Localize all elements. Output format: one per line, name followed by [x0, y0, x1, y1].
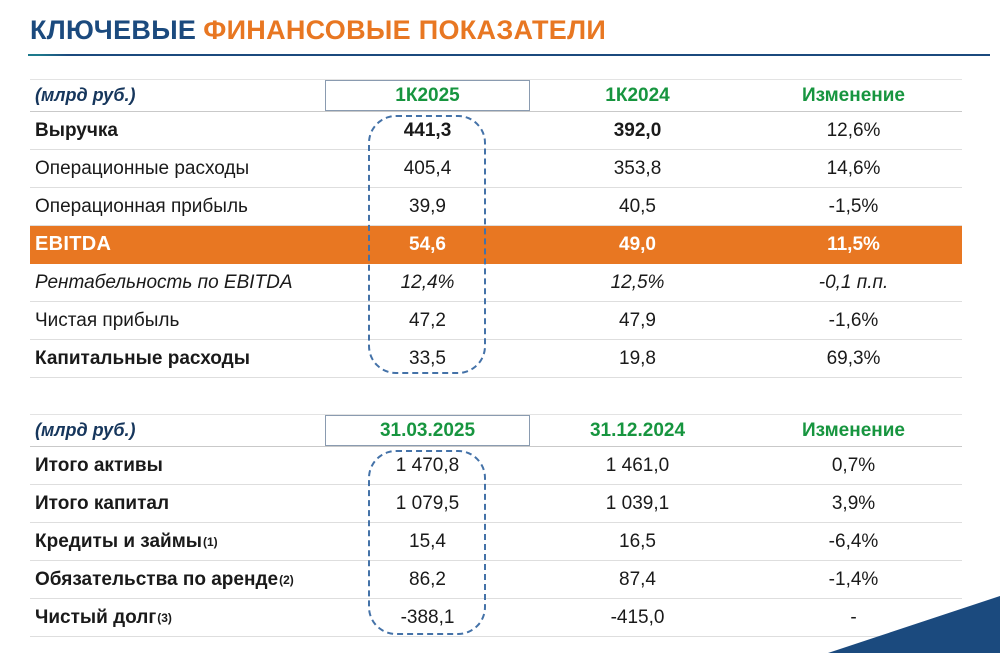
row-label: Чистый долг (3) — [35, 606, 172, 628]
value-prior: 1 461,0 — [605, 454, 670, 476]
value-prior: 40,5 — [619, 195, 656, 217]
title-divider — [28, 54, 990, 57]
column-header-prior-period: 1К2024 — [605, 84, 670, 106]
value-change: 12,6% — [826, 119, 881, 141]
table-row: Операционные расходы 405,4 353,8 14,6% — [30, 150, 962, 189]
row-label: Выручка — [35, 119, 118, 141]
table-row: Итого капитал 1 079,5 1 039,1 3,9% — [30, 485, 962, 524]
value-change: -1,5% — [828, 195, 879, 217]
table-row: Выручка 441,3 392,0 12,6% — [30, 112, 962, 151]
value-current: 33,5 — [409, 347, 446, 369]
row-label: Кредиты и займы (1) — [35, 530, 218, 552]
column-header-change: Изменение — [801, 84, 905, 106]
value-current: 47,2 — [409, 309, 446, 331]
table-header-row: (млрд руб.) 1К2025 1К2024 Изменение — [30, 79, 962, 113]
row-label: EBITDA — [35, 233, 112, 256]
value-prior: 87,4 — [619, 568, 656, 590]
quarterly-results-table: (млрд руб.) 1К2025 1К2024 Изменение Выру… — [30, 79, 962, 379]
value-change: -6,4% — [828, 530, 879, 552]
value-prior: -415,0 — [610, 606, 665, 628]
value-change: - — [850, 606, 857, 628]
value-current: 15,4 — [409, 530, 446, 552]
row-label: Операционные расходы — [35, 157, 250, 179]
table-row: Операционная прибыль 39,9 40,5 -1,5% — [30, 188, 962, 227]
value-prior: 12,5% — [610, 271, 665, 293]
column-header-prior-date: 31.12.2024 — [589, 419, 686, 441]
table-header-row: (млрд руб.) 31.03.2025 31.12.2024 Измене… — [30, 414, 962, 448]
table-row: Кредиты и займы (1) 15,4 16,5 -6,4% — [30, 523, 962, 562]
row-label: Операционная прибыль — [35, 195, 248, 217]
value-current: 441,3 — [403, 119, 452, 141]
value-prior: 49,0 — [619, 233, 656, 255]
column-header-current-period: 1К2025 — [325, 80, 530, 112]
value-prior: 16,5 — [619, 530, 656, 552]
value-change: -0,1 п.п. — [818, 271, 889, 293]
value-change: 11,5% — [827, 233, 880, 255]
value-current: -388,1 — [400, 606, 455, 628]
table-body: Выручка 441,3 392,0 12,6% Операционные расхо… — [30, 112, 962, 379]
table-row: Итого активы 1 470,8 1 461,0 0,7% — [30, 447, 962, 486]
value-current: 39,9 — [409, 195, 446, 217]
value-prior: 353,8 — [613, 157, 662, 179]
value-change: 3,9% — [831, 492, 876, 514]
table-row: Обязательства по аренде (2) 86,2 87,4 -1,4% — [30, 561, 962, 600]
table-row: Капитальные расходы 33,5 19,8 69,3% — [30, 340, 962, 379]
table-row: EBITDA 54,6 49,0 11,5% — [30, 226, 962, 265]
value-current: 12,4% — [400, 271, 455, 293]
title-part-blue: КЛЮЧЕВЫЕ — [30, 15, 197, 45]
value-current: 1 079,5 — [395, 492, 460, 514]
value-change: -1,4% — [828, 568, 879, 590]
value-prior: 1 039,1 — [605, 492, 670, 514]
row-label: Итого капитал — [35, 492, 170, 514]
page-title: КЛЮЧЕВЫЕ ФИНАНСОВЫЕ ПОКАЗАТЕЛИ — [30, 14, 1000, 46]
row-label: Итого активы — [35, 454, 163, 476]
title-part-orange: ФИНАНСОВЫЕ ПОКАЗАТЕЛИ — [203, 15, 607, 45]
value-prior: 19,8 — [619, 347, 656, 369]
value-current: 405,4 — [403, 157, 452, 179]
unit-label: (млрд руб.) — [35, 420, 136, 441]
value-prior: 47,9 — [619, 309, 656, 331]
row-label: Капитальные расходы — [35, 347, 250, 369]
table-body: Итого активы 1 470,8 1 461,0 0,7% Итого капи… — [30, 447, 962, 638]
row-label: Чистая прибыль — [35, 309, 180, 331]
table-row: Чистая прибыль 47,2 47,9 -1,6% — [30, 302, 962, 341]
row-label: Обязательства по аренде (2) — [35, 568, 294, 590]
unit-label: (млрд руб.) — [35, 85, 136, 106]
value-current: 86,2 — [409, 568, 446, 590]
value-prior: 392,0 — [613, 119, 662, 141]
value-change: 0,7% — [831, 454, 876, 476]
value-change: -1,6% — [828, 309, 879, 331]
value-current: 54,6 — [409, 233, 446, 255]
value-current: 1 470,8 — [395, 454, 460, 476]
value-change: 69,3% — [826, 347, 881, 369]
row-label: Рентабельность по EBITDA — [35, 271, 293, 293]
value-change: 14,6% — [826, 157, 881, 179]
table-row: Рентабельность по EBITDA 12,4% 12,5% -0,1 п… — [30, 264, 962, 303]
column-header-current-date: 31.03.2025 — [325, 415, 530, 447]
balance-sheet-table: (млрд руб.) 31.03.2025 31.12.2024 Измене… — [30, 414, 962, 638]
column-header-change: Изменение — [801, 419, 905, 441]
table-row: Чистый долг (3) -388,1 -415,0 - — [30, 599, 962, 638]
